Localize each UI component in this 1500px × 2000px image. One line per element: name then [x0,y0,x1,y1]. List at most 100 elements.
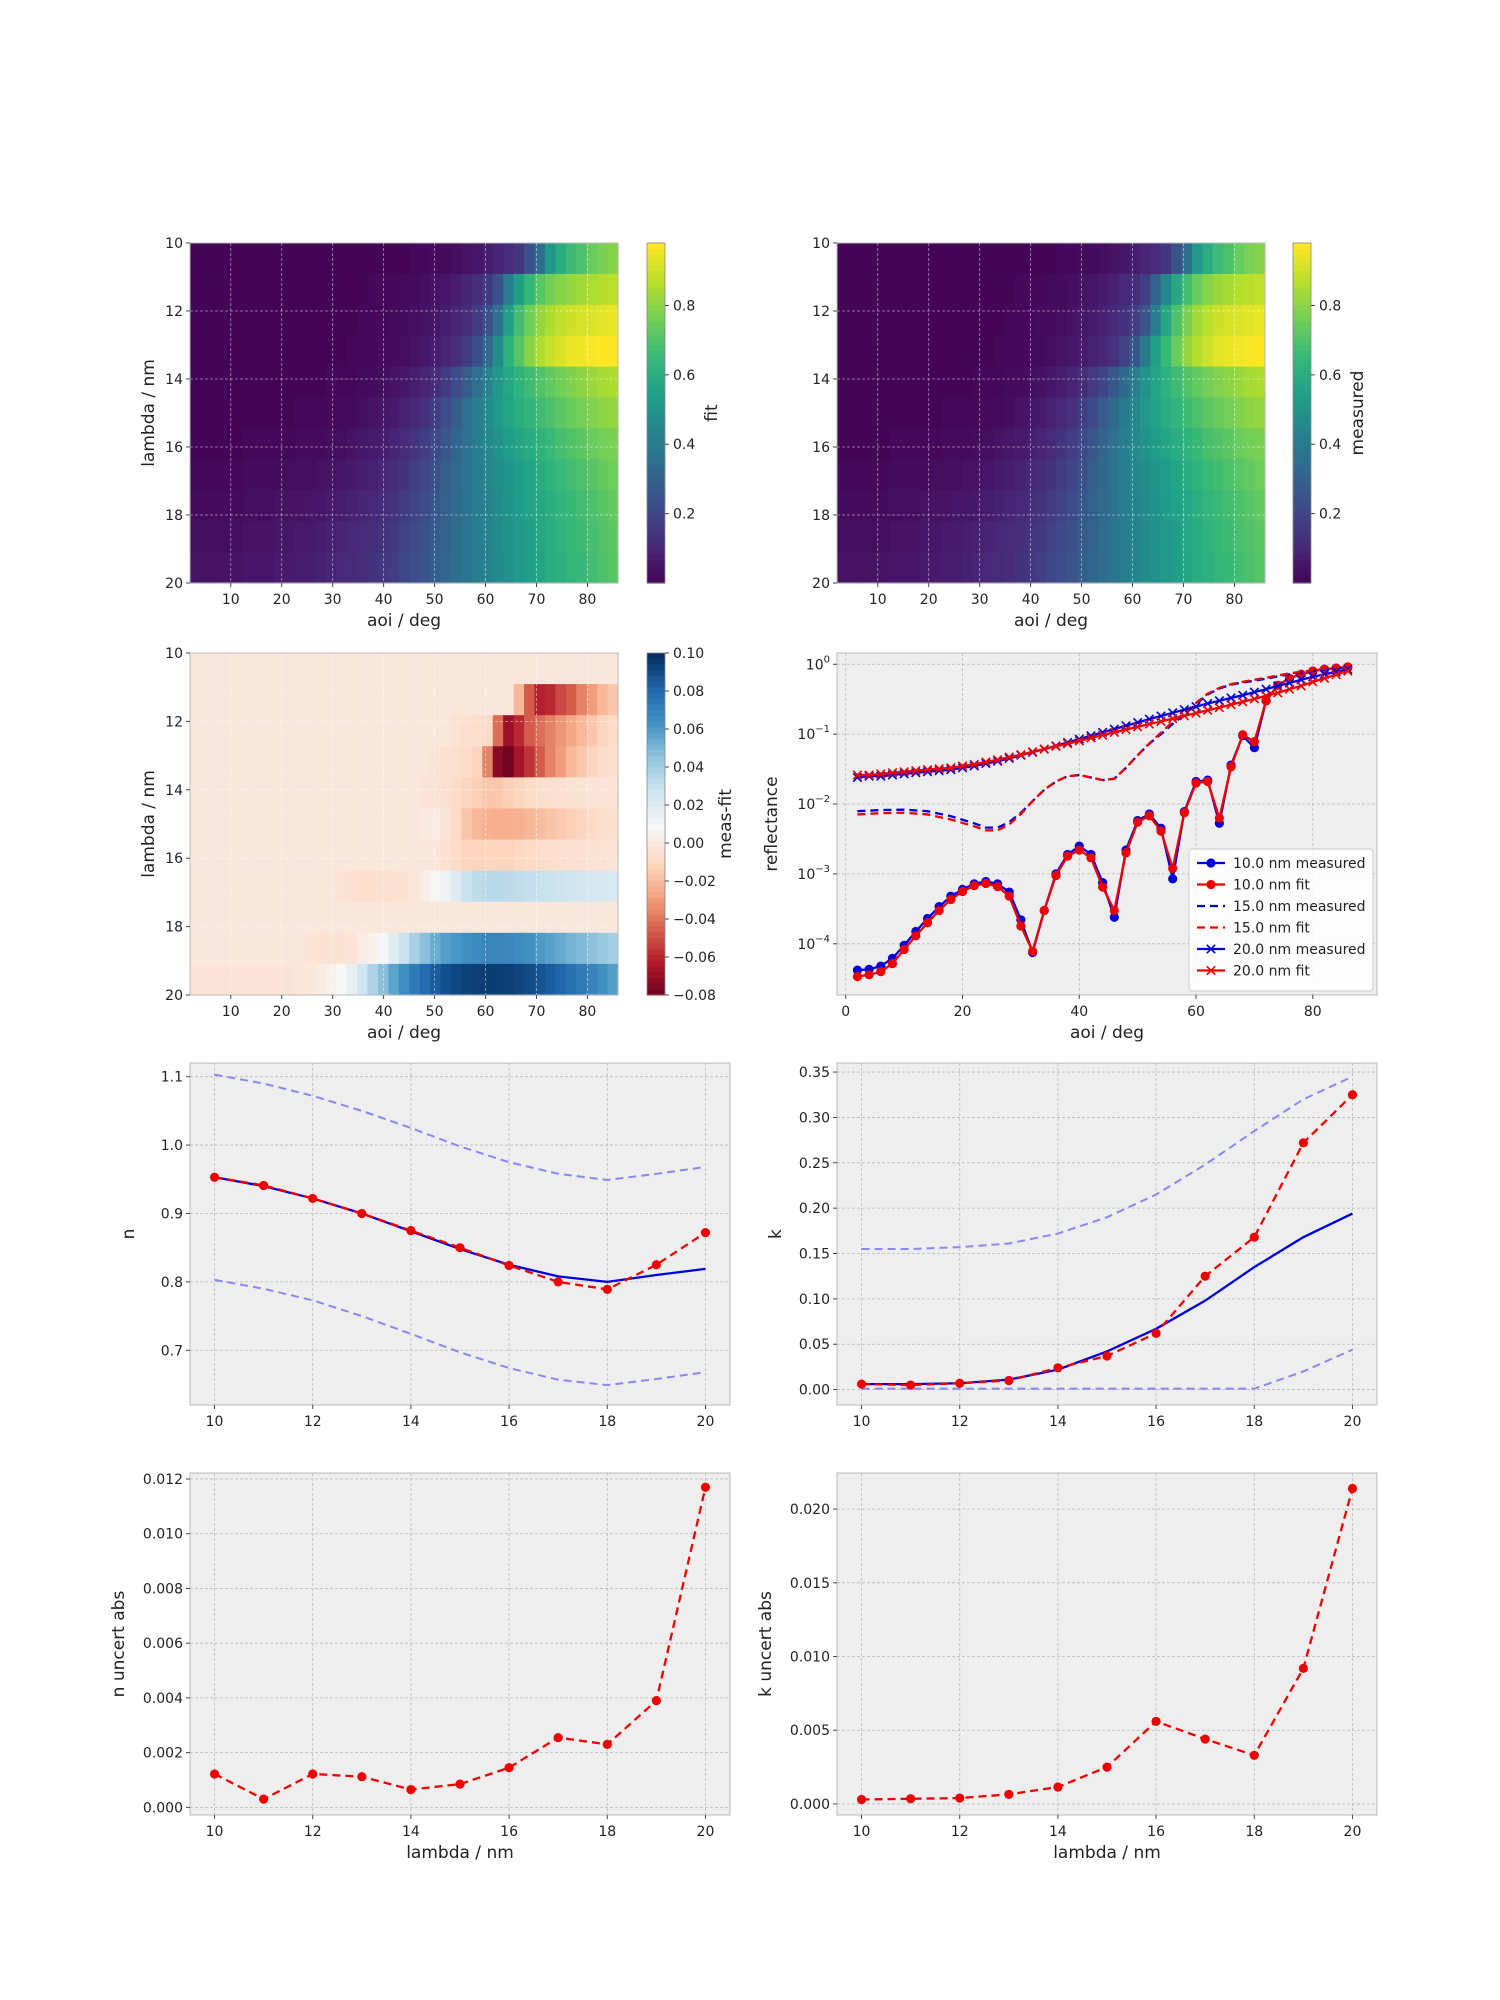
heatmap-cell [346,839,358,872]
colorbar-segment [647,328,665,335]
heatmap-cell [607,459,619,491]
heatmap-cell [377,870,389,903]
heatmap-cell [544,808,556,841]
y-tick-base: 10 [797,797,815,813]
x-tick-label: 80 [579,592,597,608]
series-uncertainty [856,1483,1358,1805]
heatmap-cell [513,335,525,368]
data-point [981,757,991,767]
heatmap-cell [1233,552,1245,584]
data-point [1298,1138,1308,1148]
heatmap-cell [1254,304,1266,337]
heatmap-cell [367,428,379,460]
heatmap-cell [190,777,202,810]
heatmap-cell [1254,521,1266,553]
heatmap-cell [461,304,473,337]
heatmap-cell [930,304,942,337]
heatmap-cell [283,335,295,368]
heatmap-cell [273,715,285,747]
heatmap-cell [492,839,504,872]
heatmap-cell [283,397,295,430]
heatmap-cell [471,746,483,778]
heatmap-cell [534,521,546,553]
heatmap-cell [388,243,400,275]
y-tick-label: 0.25 [799,1156,830,1172]
x-tick-label: 14 [1049,1414,1067,1430]
heatmap-cell [430,746,442,778]
heatmap-cell [367,777,379,810]
heatmap-cell [482,963,494,996]
heatmap-cell [576,901,588,934]
heatmap-cell [252,808,264,841]
heatmap-cell [513,901,525,934]
heatmap-cell [471,808,483,841]
colorbar-segment [647,554,665,561]
heatmap-cell [983,243,995,275]
heatmap-cell [1150,273,1162,306]
heatmap-cell [1202,521,1214,553]
heatmap-cell [294,839,306,872]
heatmap-cell [377,366,389,399]
y-axis-label: k uncert abs [756,1591,776,1697]
heatmap-cell [899,366,911,399]
heatmap-cell [1150,304,1162,337]
heatmap-cell [377,335,389,368]
colorbar-segment [647,384,665,391]
heatmap-cell [440,901,452,934]
x-tick-label: 14 [402,1414,420,1430]
heatmap-cell [440,684,452,716]
heatmap-cell [837,273,849,306]
heatmap-cell [910,366,922,399]
plot-area [190,1473,730,1815]
heatmap-cell [304,932,316,965]
heatmap-cell [1223,521,1235,553]
heatmap-cell [221,653,233,685]
colorbar-segment [647,687,665,694]
heatmap-cell [576,870,588,903]
heatmap-cell [1202,490,1214,522]
heatmap-cell [607,653,619,685]
colorbar-segment [647,698,665,705]
data-point [1121,848,1131,858]
heatmap-cell [357,335,369,368]
x-tick-label: 20 [273,1004,291,1020]
heatmap-cell [503,428,515,460]
heatmap-cell [586,521,598,553]
heatmap-cell [294,777,306,810]
heatmap-cell [1004,490,1016,522]
heatmap-cell [315,273,327,306]
heatmap-cell [430,715,442,747]
colorbar-segment [647,265,665,272]
heatmap-cell [847,366,859,399]
x-tick-label: 40 [375,1004,393,1020]
colorbar-segment [1293,509,1311,516]
heatmap-cell [555,521,567,553]
heatmap-cell [471,490,483,522]
heatmap-cell [440,335,452,368]
heatmap-cell [565,839,577,872]
y-axis-label: n uncert abs [109,1591,129,1698]
colorbar-segment [1293,413,1311,420]
heatmap-cell [242,684,254,716]
data-point [1214,813,1224,823]
x-tick-label: 50 [426,1004,444,1020]
heatmap-cell [325,273,337,306]
heatmap-cell [503,808,515,841]
heatmap-cell [336,963,348,996]
colorbar-segment [647,801,665,808]
heatmap-cell [565,243,577,275]
colorbar-segment [1293,396,1311,403]
heatmap-cell [607,490,619,522]
colorbar-segment [647,243,665,250]
data-point [504,1260,514,1271]
heatmap-cell [972,397,984,430]
heatmap-cell [252,490,264,522]
n-uncertainty-chart-panel: 10 12 14 16 18 200.0000.0020.0040.0060.0080.0… [109,1472,731,1863]
heatmap-cell [252,459,264,491]
colorbar-segment [647,721,665,728]
heatmap-cell [357,653,369,685]
heatmap-cell [450,459,463,491]
x-tick-label: 10 [222,1004,240,1020]
heatmap-cell [273,963,285,996]
heatmap-cell [503,870,515,903]
